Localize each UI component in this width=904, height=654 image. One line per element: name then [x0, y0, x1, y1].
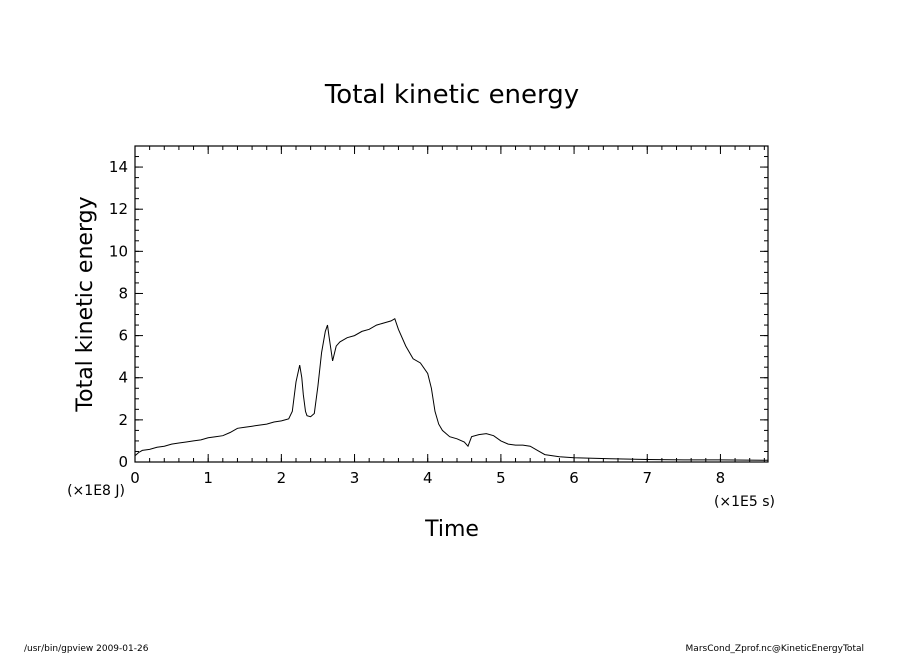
x-axis-unit: (×1E5 s): [714, 494, 775, 510]
chart-title: Total kinetic energy: [324, 80, 579, 110]
y-tick-label: 10: [109, 242, 128, 260]
y-axis-ticks: 0 2 4 6 8 10 12 14: [109, 145, 768, 471]
y-axis-label: Total kinetic energy: [73, 196, 98, 412]
x-tick-label: 0: [130, 469, 140, 487]
y-tick-label: 14: [109, 158, 128, 176]
x-tick-label: 4: [423, 469, 433, 487]
x-tick-label: 8: [716, 469, 726, 487]
y-axis-unit: (×1E8 J): [67, 483, 125, 499]
y-tick-label: 6: [118, 327, 128, 345]
y-tick-label: 4: [118, 369, 128, 387]
y-tick-label: 2: [118, 411, 128, 429]
x-tick-label: 3: [350, 469, 360, 487]
x-tick-label: 2: [277, 469, 287, 487]
footer-right: MarsCond_Zprof.nc@KineticEnergyTotal: [686, 644, 864, 654]
footer-left: /usr/bin/gpview 2009-01-26: [24, 644, 149, 654]
x-axis-ticks: 0 1 2 3 4 5 6 7 8: [130, 146, 765, 487]
x-tick-label: 6: [569, 469, 579, 487]
plot-frame: [134, 145, 769, 463]
x-axis-label: Time: [424, 517, 479, 542]
y-tick-label: 0: [118, 453, 128, 471]
x-tick-label: 5: [496, 469, 506, 487]
y-tick-label: 8: [118, 284, 128, 302]
x-tick-label: 1: [203, 469, 213, 487]
x-tick-label: 7: [642, 469, 652, 487]
y-tick-label: 12: [109, 200, 128, 218]
series-line: [134, 317, 769, 461]
